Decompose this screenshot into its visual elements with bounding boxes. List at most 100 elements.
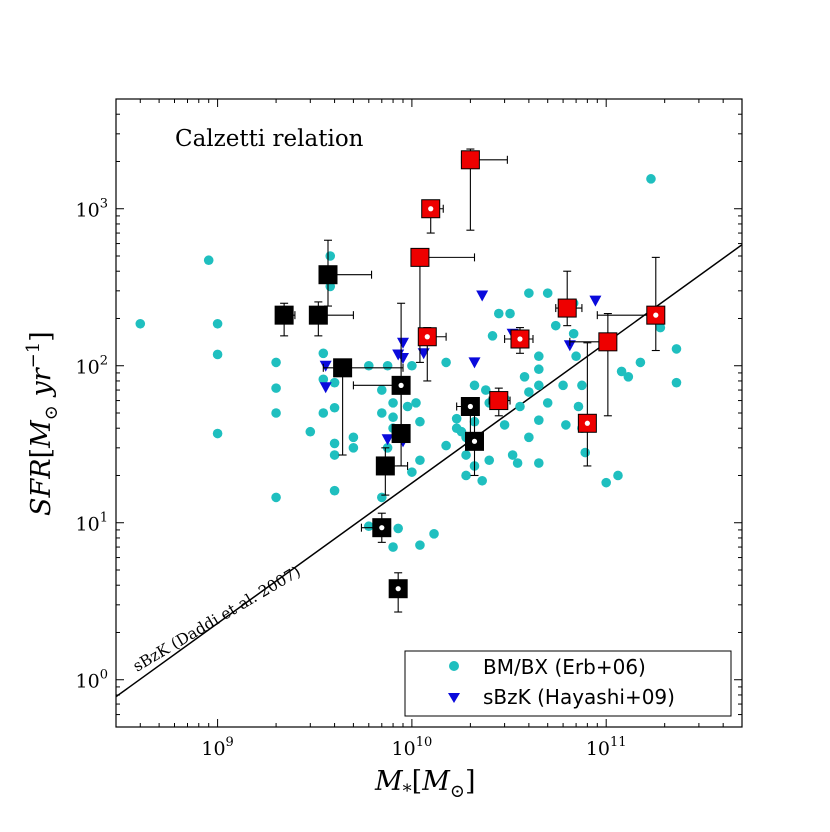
x-tick-label-base: 10: [586, 738, 610, 760]
red-open-dot-7: [584, 420, 590, 426]
bmbx-point-9: [305, 426, 316, 437]
bmbx-point-59: [487, 331, 498, 341]
bmbx-point-45: [451, 413, 462, 424]
bmbx-point-71: [534, 351, 544, 362]
y-label-unit-sub: ⊙: [41, 405, 62, 420]
sbzk-point-0: [319, 360, 332, 372]
y-tick-label-1: 101: [76, 511, 108, 536]
y-tick-label-base: 10: [76, 671, 100, 693]
y-label-main: SFR: [26, 458, 57, 516]
sbzk-point-5: [397, 353, 410, 365]
bmbx-point-72: [534, 364, 544, 375]
bmbx-point-92: [635, 357, 646, 368]
y-label-yr: yr: [26, 366, 57, 405]
legend-sbzk-label: sBzK (Hayashi+09): [483, 685, 675, 709]
sbzk-point-7: [417, 348, 430, 360]
bmbx-point-85: [577, 380, 587, 391]
bmbx-point-7: [271, 408, 281, 418]
bmbx-point-0: [135, 318, 146, 329]
bmbx-point-91: [623, 372, 634, 382]
x-tick-label-0: 109: [201, 735, 233, 760]
bmbx-point-49: [461, 450, 471, 460]
legend-bmbx-label: BM/BX (Erb+06): [483, 655, 646, 679]
legend-sbzk-marker: [448, 693, 460, 703]
bmbx-point-24: [376, 385, 387, 395]
bmbx-point-82: [568, 328, 579, 339]
y-tick-label-base: 10: [76, 200, 100, 222]
x-tick-label-exp: 10: [416, 735, 433, 750]
bmbx-point-51: [469, 380, 480, 391]
bmbx-point-23: [363, 521, 374, 532]
bmbx-point-5: [271, 357, 281, 368]
y-tick-label-2: 102: [76, 354, 108, 379]
bmbx-point-11: [318, 374, 329, 385]
relation-line: [116, 244, 742, 698]
black-square-1: [308, 305, 328, 325]
bmbx-point-84: [573, 401, 584, 412]
sbzk-point-1: [319, 382, 332, 394]
bmbx-point-20: [348, 432, 359, 443]
bmbx-point-36: [407, 360, 417, 371]
bmbx-point-29: [388, 398, 398, 408]
black-square-3: [333, 358, 353, 378]
y-tick-label-base: 10: [76, 514, 100, 536]
black-square-6: [375, 456, 395, 476]
black-open-dot-9: [467, 403, 473, 410]
bmbx-point-35: [402, 401, 413, 412]
legend-box: [404, 650, 732, 717]
x-label-close: ]: [465, 766, 476, 797]
bmbx-point-27: [382, 360, 393, 371]
sbzk-point-8: [468, 357, 481, 369]
bmbx-point-50: [461, 470, 471, 481]
bmbx-point-62: [499, 420, 510, 430]
x-label-open: [: [412, 766, 423, 797]
bmbx-point-66: [515, 401, 525, 412]
bmbx-point-60: [493, 308, 504, 319]
y-tick-label-exp: 1: [100, 511, 108, 526]
bmbx-point-79: [558, 380, 568, 391]
bmbx-point-32: [388, 542, 398, 552]
bmbx-point-25: [376, 408, 387, 418]
bmbx-point-13: [325, 251, 336, 261]
bmbx-point-87: [580, 447, 591, 458]
black-square-0: [274, 305, 294, 325]
bmbx-point-18: [329, 450, 340, 460]
bmbx-point-21: [348, 443, 359, 453]
bmbx-point-41: [415, 540, 425, 550]
bmbx-point-63: [505, 308, 515, 319]
red-open-dot-9: [653, 312, 659, 318]
y-tick-label-exp: 3: [100, 197, 108, 212]
y-label-unit: M: [26, 419, 57, 449]
red-open-dot-3: [424, 334, 430, 340]
bmbx-point-38: [411, 398, 421, 408]
red-open-dot-5: [517, 336, 523, 342]
bmbx-point-42: [429, 529, 439, 539]
y-axis-label: SFR[M⊙ yr−1]: [23, 331, 62, 516]
bmbx-point-68: [524, 288, 534, 298]
bmbx-point-37: [407, 467, 417, 477]
bmbx-point-2: [212, 318, 223, 329]
bmbx-point-12: [318, 408, 329, 418]
plot-area: [116, 148, 742, 698]
bmbx-point-4: [212, 428, 223, 439]
annotation-calzetti: Calzetti relation: [175, 126, 364, 152]
bmbx-point-74: [534, 415, 544, 425]
bmbx-point-33: [393, 523, 403, 534]
x-tick-label-exp: 9: [226, 735, 234, 750]
bmbx-point-6: [271, 383, 281, 393]
sbzk-point-2: [381, 434, 394, 446]
x-label-main: M: [374, 766, 404, 797]
red-square-8: [598, 332, 618, 352]
bmbx-point-88: [601, 477, 611, 488]
bmbx-point-55: [477, 475, 487, 486]
plot-content: [116, 148, 742, 698]
x-tick-label-base: 10: [201, 738, 225, 760]
y-label-sup: −1: [23, 342, 44, 369]
bmbx-point-40: [415, 455, 425, 466]
x-tick-label-1: 1010: [392, 735, 433, 760]
bmbx-point-16: [329, 402, 340, 413]
sbzk-point-12: [589, 295, 602, 307]
bmbx-point-15: [329, 377, 340, 388]
